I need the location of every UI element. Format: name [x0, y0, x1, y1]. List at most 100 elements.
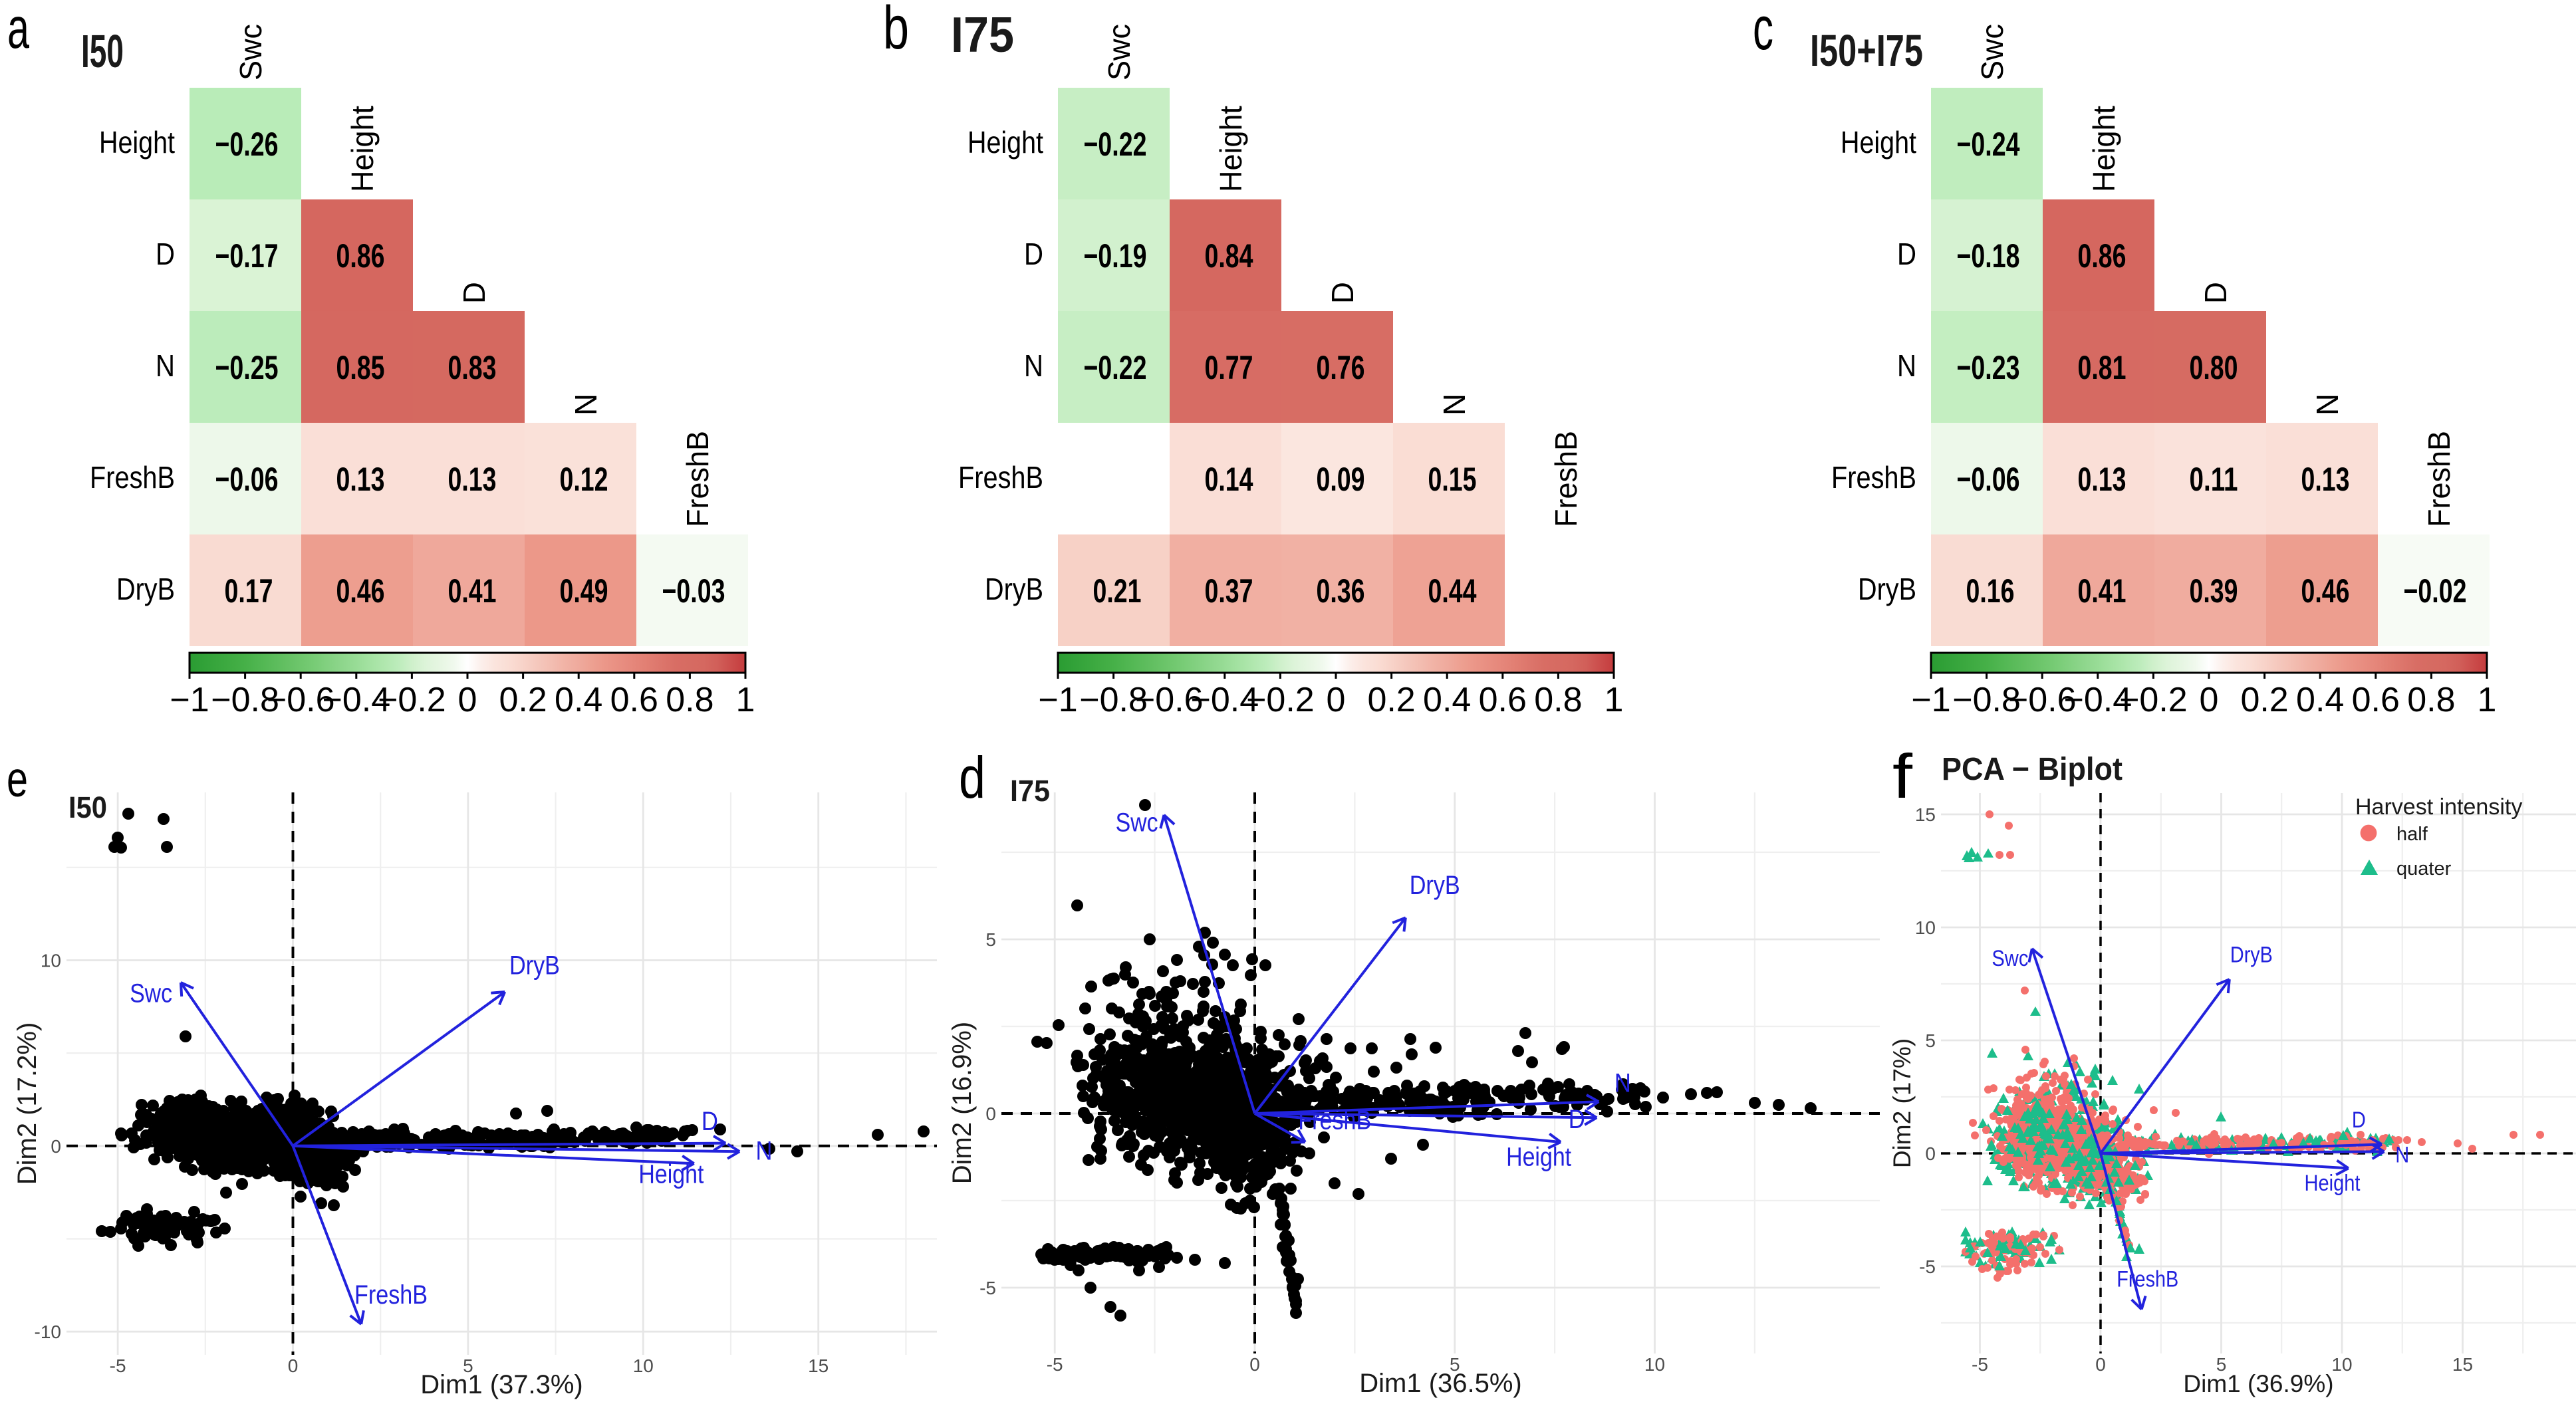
svg-text:−0.6: −0.6 — [2008, 681, 2077, 719]
svg-text:0.6: 0.6 — [610, 681, 658, 719]
svg-text:e: e — [7, 751, 28, 807]
svg-text:D: D — [156, 237, 175, 271]
svg-text:d: d — [959, 745, 985, 810]
svg-text:−0.6: −0.6 — [267, 681, 335, 719]
svg-text:DryB: DryB — [985, 572, 1043, 606]
svg-text:FreshB: FreshB — [1298, 1106, 1371, 1135]
svg-text:Height: Height — [1506, 1143, 1571, 1172]
svg-text:0.6: 0.6 — [2352, 681, 2400, 719]
svg-text:FreshB: FreshB — [90, 460, 175, 495]
svg-text:Swc: Swc — [1116, 808, 1158, 838]
svg-text:15: 15 — [2452, 1354, 2473, 1375]
svg-text:D: D — [457, 282, 491, 304]
svg-text:D: D — [2198, 282, 2233, 304]
svg-text:b: b — [883, 0, 909, 62]
svg-text:−0.2: −0.2 — [1246, 681, 1315, 719]
svg-text:c: c — [1753, 0, 1773, 62]
svg-text:5: 5 — [985, 929, 996, 950]
svg-text:0.6: 0.6 — [1479, 681, 1527, 719]
svg-text:0.13: 0.13 — [336, 461, 385, 498]
svg-text:10: 10 — [1644, 1354, 1665, 1375]
svg-text:-5: -5 — [979, 1278, 996, 1298]
svg-text:0.46: 0.46 — [336, 572, 385, 610]
svg-text:Swc: Swc — [1975, 24, 2009, 80]
svg-text:−0.2: −0.2 — [378, 681, 446, 719]
svg-text:−0.18: −0.18 — [1957, 237, 2020, 275]
svg-text:Harvest intensity: Harvest intensity — [2355, 794, 2522, 820]
svg-text:10: 10 — [2331, 1354, 2352, 1375]
svg-text:−0.8: −0.8 — [211, 681, 279, 719]
svg-text:0.37: 0.37 — [1205, 572, 1253, 610]
svg-text:Height: Height — [967, 125, 1043, 160]
svg-text:0: 0 — [1925, 1143, 1936, 1164]
svg-text:Dim2 (16.9%): Dim2 (16.9%) — [948, 1022, 977, 1185]
svg-text:−0.26: −0.26 — [215, 126, 279, 163]
svg-text:0.46: 0.46 — [2301, 572, 2350, 610]
svg-text:f: f — [1892, 741, 1913, 811]
svg-text:0.13: 0.13 — [2301, 461, 2350, 498]
svg-text:0: 0 — [458, 681, 477, 719]
svg-text:N: N — [756, 1137, 773, 1166]
svg-text:N: N — [569, 394, 603, 415]
svg-text:Height: Height — [99, 125, 175, 160]
svg-text:0.17: 0.17 — [225, 572, 273, 610]
svg-text:0.85: 0.85 — [336, 349, 385, 386]
svg-text:0.77: 0.77 — [1205, 349, 1253, 386]
svg-text:0.41: 0.41 — [448, 572, 497, 610]
svg-text:Swc: Swc — [233, 24, 268, 80]
svg-text:0.4: 0.4 — [2296, 681, 2344, 719]
svg-text:DryB: DryB — [509, 951, 560, 980]
svg-text:N: N — [1614, 1069, 1631, 1098]
svg-text:FreshB: FreshB — [2422, 431, 2456, 527]
svg-text:5: 5 — [2216, 1354, 2227, 1375]
svg-text:Swc: Swc — [1102, 24, 1136, 80]
svg-text:-5: -5 — [110, 1355, 126, 1376]
svg-text:0.4: 0.4 — [1423, 681, 1471, 719]
svg-text:D: D — [2352, 1108, 2366, 1133]
svg-text:−0.23: −0.23 — [1957, 349, 2020, 386]
svg-text:−1: −1 — [1911, 681, 1950, 719]
svg-text:0: 0 — [2200, 681, 2219, 719]
svg-text:Height: Height — [2087, 106, 2121, 192]
svg-text:0.8: 0.8 — [2407, 681, 2455, 719]
svg-text:0.8: 0.8 — [666, 681, 713, 719]
svg-text:10: 10 — [41, 951, 61, 971]
svg-text:−0.8: −0.8 — [1952, 681, 2021, 719]
svg-text:0.8: 0.8 — [1534, 681, 1582, 719]
svg-text:FreshB: FreshB — [1831, 460, 1916, 495]
svg-text:D: D — [1325, 282, 1360, 304]
svg-text:0.76: 0.76 — [1317, 349, 1365, 386]
svg-text:0.11: 0.11 — [2190, 461, 2238, 498]
svg-text:Dim2 (17%): Dim2 (17%) — [1888, 1038, 1916, 1168]
svg-text:0.86: 0.86 — [336, 237, 385, 275]
svg-text:Height: Height — [2305, 1171, 2361, 1196]
svg-text:0.83: 0.83 — [448, 349, 497, 386]
svg-text:N: N — [2395, 1143, 2409, 1168]
svg-text:DryB: DryB — [1410, 871, 1460, 900]
svg-text:I50: I50 — [81, 25, 124, 77]
svg-text:DryB: DryB — [2230, 943, 2273, 968]
svg-text:quater: quater — [2396, 858, 2452, 879]
svg-text:0.2: 0.2 — [2240, 681, 2288, 719]
svg-text:5: 5 — [1925, 1030, 1936, 1051]
svg-text:−0.2: −0.2 — [2119, 681, 2188, 719]
svg-text:−0.06: −0.06 — [1957, 461, 2020, 498]
svg-text:−0.22: −0.22 — [1084, 126, 1147, 163]
svg-text:Swc: Swc — [1992, 946, 2028, 971]
svg-text:−0.22: −0.22 — [1084, 349, 1147, 386]
svg-text:0.81: 0.81 — [2078, 349, 2126, 386]
svg-text:0.84: 0.84 — [1205, 237, 1253, 275]
svg-text:Swc: Swc — [130, 979, 172, 1008]
svg-text:0: 0 — [288, 1355, 299, 1376]
svg-text:half: half — [2396, 824, 2428, 845]
svg-text:0: 0 — [51, 1136, 61, 1157]
svg-text:Dim1 (37.3%): Dim1 (37.3%) — [420, 1370, 583, 1399]
svg-text:0.41: 0.41 — [2078, 572, 2126, 610]
svg-text:1: 1 — [1605, 681, 1624, 719]
svg-text:−0.17: −0.17 — [215, 237, 279, 275]
svg-text:I75: I75 — [1010, 774, 1050, 808]
svg-text:-10: -10 — [35, 1322, 61, 1342]
svg-text:0: 0 — [985, 1104, 996, 1124]
svg-text:FreshB: FreshB — [1549, 431, 1583, 527]
svg-text:−0.4: −0.4 — [322, 681, 390, 719]
